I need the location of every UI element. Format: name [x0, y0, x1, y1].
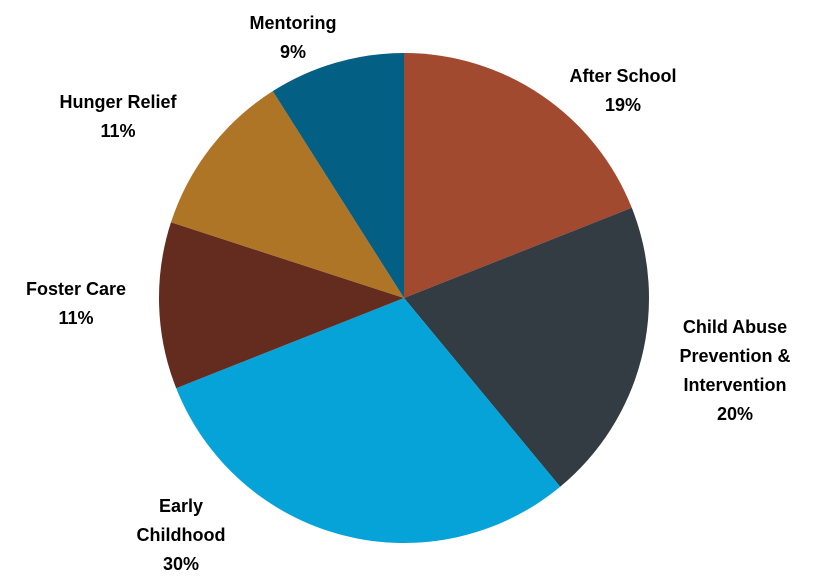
pie-slices — [158, 52, 650, 544]
pie-slice-after-school — [404, 53, 632, 298]
slice-label-child-abuse-prevention-intervention: Child Abuse Prevention & Intervention 20% — [679, 317, 790, 424]
slice-category-label: Mentoring — [250, 13, 337, 33]
slice-value-label: 9% — [280, 42, 306, 62]
slice-value-label: 19% — [605, 95, 641, 115]
slice-label-hunger-relief: Hunger Relief 11% — [59, 92, 177, 141]
slice-value-label: 11% — [58, 308, 93, 328]
pie-slice-early-childhood — [176, 298, 561, 544]
pie-labels: After School 19% Child Abuse Prevention & In… — [26, 13, 791, 574]
pie-slice-mentoring — [272, 52, 404, 298]
slice-label-mentoring: Mentoring 9% — [250, 13, 337, 62]
pie-slice-hunger-relief — [170, 91, 404, 298]
slice-value-label: 30% — [163, 554, 199, 574]
slice-value-label: 11% — [100, 121, 135, 141]
slice-value-label: 20% — [717, 404, 753, 424]
pie-slice-foster-care — [158, 222, 404, 389]
slice-category-label: Intervention — [683, 375, 786, 395]
slice-category-label: Prevention & — [679, 346, 790, 366]
slice-category-label: Early — [159, 496, 203, 516]
slice-label-early-childhood: Early Childhood 30% — [137, 496, 226, 574]
slice-category-label: Child Abuse — [683, 317, 787, 337]
slice-category-label: Foster Care — [26, 279, 126, 299]
slice-category-label: After School — [569, 66, 676, 86]
slice-label-after-school: After School 19% — [569, 66, 676, 115]
slice-category-label: Childhood — [137, 525, 226, 545]
pie-slice-child-abuse-prevention-intervention — [404, 207, 650, 487]
slice-category-label: Hunger Relief — [59, 92, 177, 112]
slice-label-foster-care: Foster Care 11% — [26, 279, 126, 328]
